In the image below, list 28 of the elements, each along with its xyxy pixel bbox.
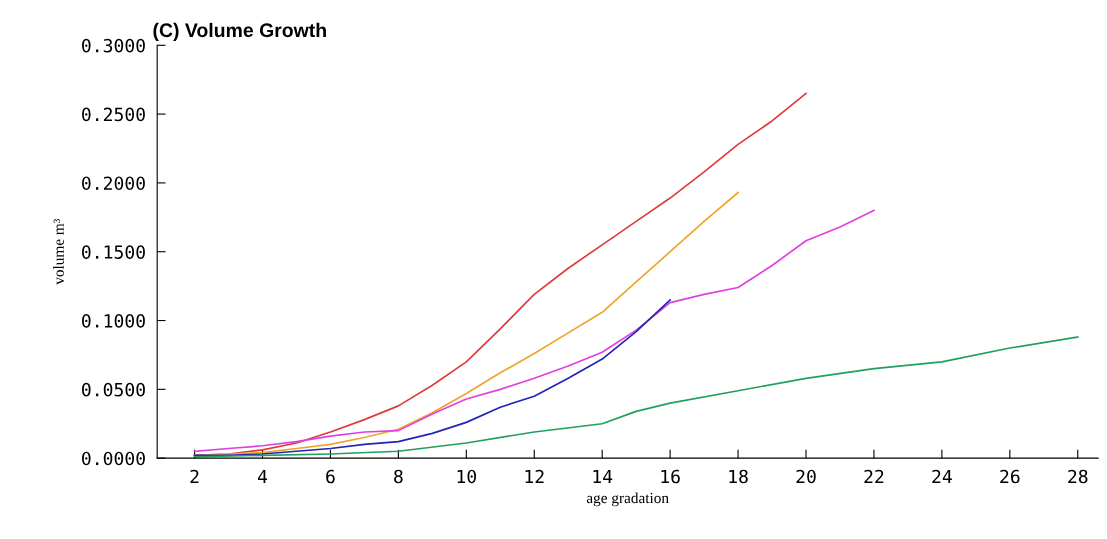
x-tick-label: 24 [932,469,952,484]
chart-title: (C) Volume Growth [153,22,326,41]
x-axis-title: age gradation [586,492,669,507]
y-tick-label: 0.2000 [82,176,145,191]
x-tick-label: 2 [190,469,199,484]
line-series [193,336,1079,458]
x-tick-label: 12 [525,469,544,484]
y-tick-label: 0.3000 [82,38,145,53]
x-tick-label: 6 [326,469,335,484]
line-series [193,299,671,457]
y-tick-label: 0.1000 [82,314,145,328]
y-tick-label: 0.1500 [82,245,145,259]
x-tick-label: 18 [729,469,748,484]
x-tick-label: 8 [394,469,403,484]
y-tick-label: 0.0000 [82,451,145,466]
x-tick-label: 20 [796,469,816,484]
x-tick-label: 16 [661,469,680,484]
line-series [193,191,739,457]
x-tick-label: 4 [257,469,268,484]
line-series [193,209,875,453]
y-axis-title: volume m³ [53,218,64,285]
x-tick-label: 28 [1068,469,1088,484]
x-tick-label: 26 [1000,469,1020,484]
x-tick-label: 22 [864,469,884,484]
x-tick-label: 10 [457,469,477,484]
y-tick-label: 0.2500 [82,107,145,122]
x-tick-label: 14 [593,469,613,484]
y-tick-label: 0.0500 [82,382,145,397]
